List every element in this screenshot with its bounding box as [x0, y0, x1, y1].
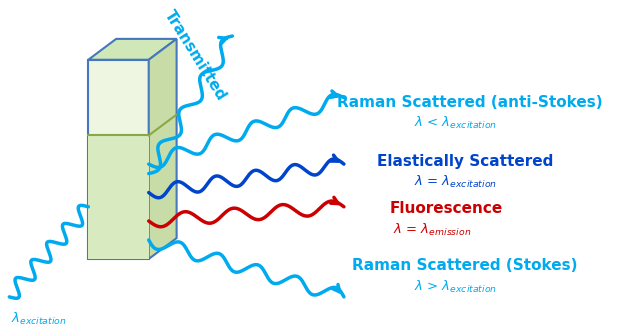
Text: Elastically Scattered: Elastically Scattered: [376, 154, 553, 169]
Text: Fluorescence: Fluorescence: [389, 201, 503, 216]
Text: Raman Scattered (anti-Stokes): Raman Scattered (anti-Stokes): [337, 95, 602, 110]
Text: $\lambda$ > $\lambda_{excitation}$: $\lambda$ > $\lambda_{excitation}$: [414, 279, 497, 294]
Text: Transmitted: Transmitted: [161, 7, 229, 103]
Polygon shape: [88, 39, 177, 60]
Text: $\lambda$ = $\lambda_{emission}$: $\lambda$ = $\lambda_{emission}$: [393, 221, 471, 238]
Text: $\lambda_{excitation}$: $\lambda_{excitation}$: [11, 311, 67, 327]
Text: Raman Scattered (Stokes): Raman Scattered (Stokes): [352, 258, 577, 273]
Bar: [88, 135, 149, 259]
Polygon shape: [149, 39, 177, 259]
Bar: [88, 60, 149, 259]
Text: $\lambda$ = $\lambda_{excitation}$: $\lambda$ = $\lambda_{excitation}$: [414, 174, 497, 190]
Text: $\lambda$ < $\lambda_{excitation}$: $\lambda$ < $\lambda_{excitation}$: [414, 115, 497, 131]
